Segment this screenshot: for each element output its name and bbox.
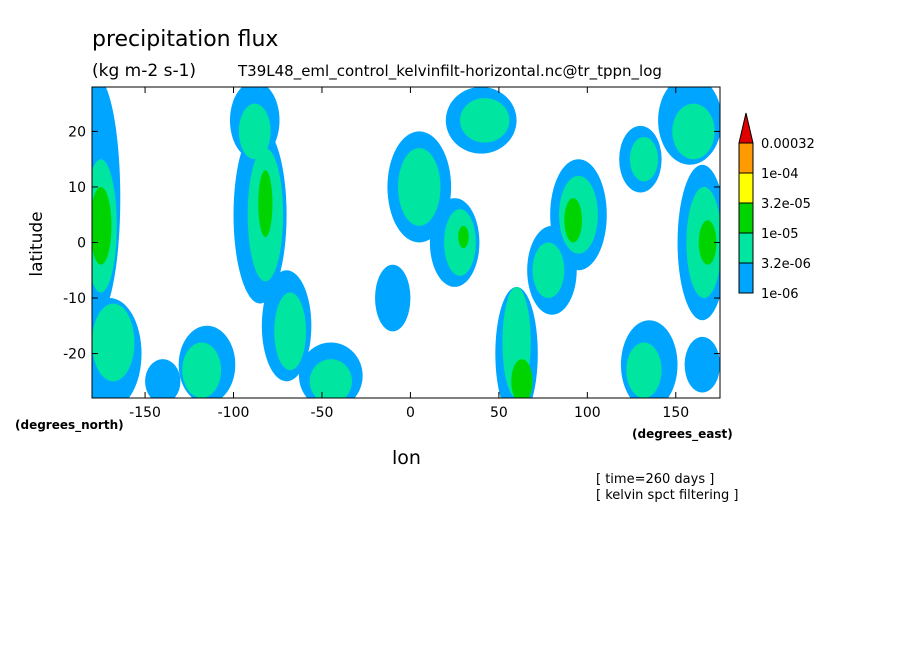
- field-level3-region-0: [92, 186, 112, 265]
- colorbar-box: [738, 232, 754, 264]
- colorbar-label: 1e-04: [761, 167, 799, 182]
- x-tick-label: 100: [574, 405, 601, 421]
- field-level3-region-2: [458, 225, 469, 249]
- field-level2-region-15: [672, 103, 715, 160]
- field-level2-region-11: [532, 242, 565, 299]
- chart-source: T39L48_eml_control_kelvinfilt-horizontal…: [237, 62, 662, 81]
- colorbar-box: [738, 142, 754, 174]
- colorbar-label: 1e-06: [761, 287, 799, 302]
- x-tick-label: 0: [406, 405, 415, 421]
- y-units-label: (degrees_north): [15, 418, 124, 433]
- chart-units: (kg m-2 s-1): [92, 61, 196, 81]
- y-tick-label: 20: [68, 124, 86, 140]
- field-level1-region-8: [375, 264, 411, 332]
- x-tick-label: -50: [311, 405, 334, 421]
- colorbar-label: 3.2e-06: [761, 257, 811, 272]
- y-axis-ticks: -20 -10 0 10 20: [63, 124, 720, 363]
- colorbar-box: [738, 202, 754, 234]
- field-level3-region-3: [511, 359, 533, 398]
- field-level3-region-1: [258, 170, 273, 237]
- y-tick-label: 10: [68, 180, 86, 196]
- y-tick-label: -20: [63, 347, 86, 363]
- chart-title: precipitation flux: [92, 27, 278, 52]
- field-level2-region-14: [629, 136, 659, 182]
- x-axis-ticks: -150 -100 -50 0 50 100 150: [129, 87, 689, 421]
- field-level1-region-19: [684, 336, 720, 393]
- x-units-label: (degrees_east): [632, 427, 733, 442]
- y-axis-label: latitude: [27, 211, 47, 276]
- field-level2-region-7: [398, 148, 441, 226]
- x-tick-label: -100: [218, 405, 250, 421]
- colorbar-top-arrow: [738, 112, 754, 144]
- y-tick-label: -10: [63, 291, 86, 307]
- field-level2-region-13: [626, 342, 662, 398]
- x-axis-label: lon: [392, 447, 421, 469]
- note-time: [ time=260 days ]: [596, 472, 714, 487]
- x-tick-label: 150: [662, 405, 689, 421]
- colorbar-box: [738, 172, 754, 204]
- field-level2-region-9: [459, 98, 510, 143]
- field-level2-region-6: [309, 359, 353, 398]
- field-level3-region-4: [564, 198, 583, 243]
- field-level1-region-2: [145, 359, 181, 398]
- field-level2-region-3: [238, 103, 271, 160]
- note-filter: [ kelvin spct filtering ]: [596, 488, 739, 503]
- field-level3-region-5: [698, 220, 717, 265]
- precipitation-field: [92, 87, 720, 398]
- colorbar-label: 1e-05: [761, 227, 799, 242]
- field-level2-region-1: [92, 303, 135, 382]
- y-tick-label: 0: [77, 236, 86, 252]
- colorbar: 0.00032 1e-04 3.2e-05 1e-05 3.2e-06 1e-06: [738, 112, 815, 302]
- field-level2-region-2: [182, 342, 222, 398]
- field-level2-region-5: [274, 292, 307, 371]
- colorbar-box: [738, 262, 754, 294]
- x-tick-label: 50: [490, 405, 508, 421]
- colorbar-label: 3.2e-05: [761, 197, 811, 212]
- x-tick-label: -150: [129, 405, 161, 421]
- colorbar-label: 0.00032: [761, 137, 815, 152]
